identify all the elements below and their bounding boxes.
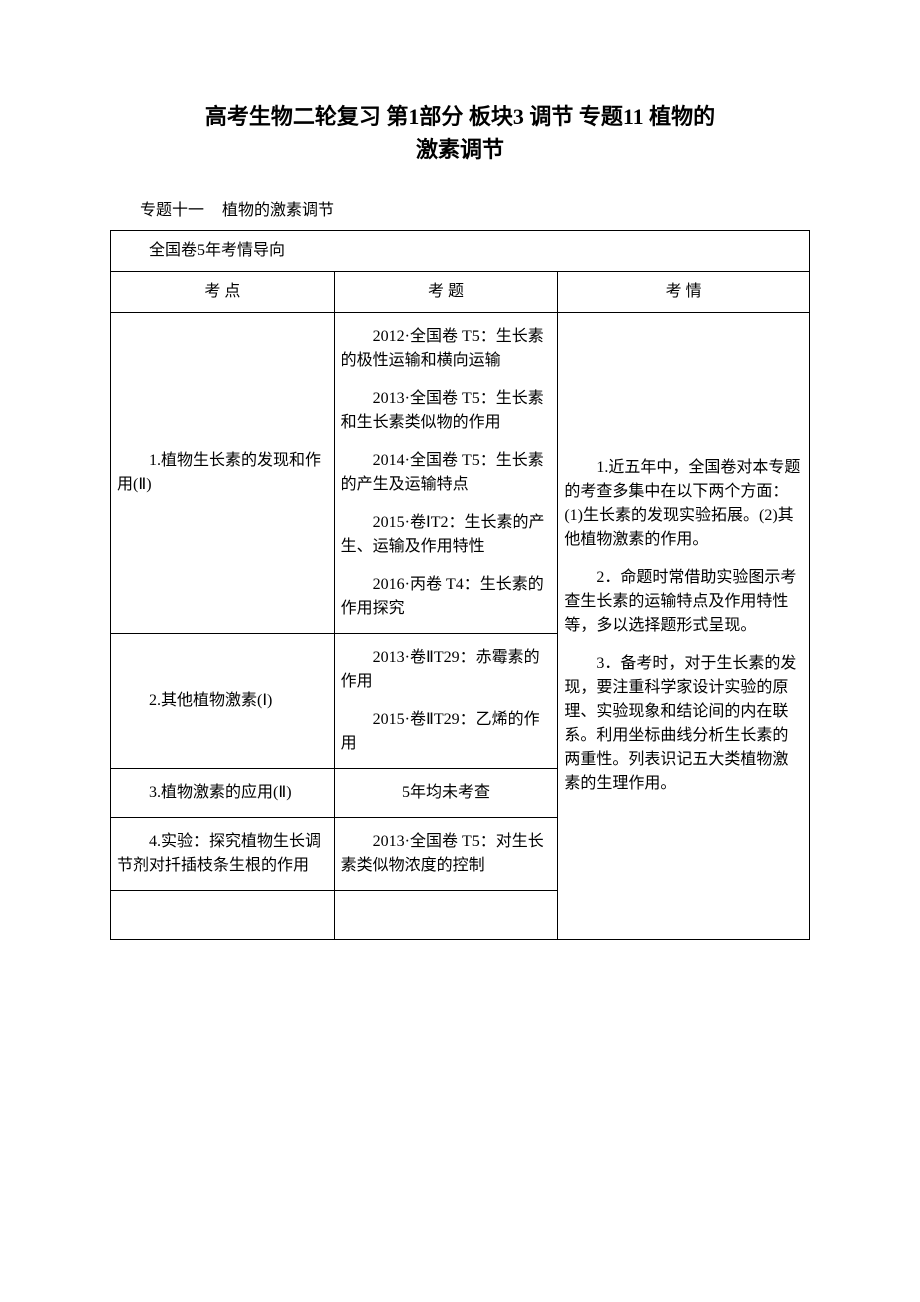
column-header-3: 考 情: [558, 272, 810, 313]
topic-text-4: 4.实验：探究植物生长调节剂对扦插枝条生根的作用: [117, 830, 328, 878]
page-title: 高考生物二轮复习 第1部分 板块3 调节 专题11 植物的 激素调节: [110, 100, 810, 166]
subtitle: 专题十一 植物的激素调节: [140, 196, 810, 220]
subtitle-prefix: 专题十一: [140, 202, 204, 219]
item-text: 2013·全国卷 T5：生长素和生长素类似物的作用: [341, 387, 552, 435]
item-text: 2013·全国卷 T5：对生长素类似物浓度的控制: [341, 830, 552, 878]
items-cell-1: 2012·全国卷 T5：生长素的极性运输和横向运输 2013·全国卷 T5：生长…: [334, 313, 558, 634]
items-cell-2: 2013·卷ⅡT29：赤霉素的作用 2015·卷ⅡT29：乙烯的作用: [334, 634, 558, 769]
topic-cell-3: 3.植物激素的应用(Ⅱ): [111, 769, 335, 818]
item-text: 2012·全国卷 T5：生长素的极性运输和横向运输: [341, 325, 552, 373]
table-header-merged: 全国卷5年考情导向: [111, 231, 810, 272]
topic-cell-2: 2.其他植物激素(Ⅰ): [111, 634, 335, 769]
empty-cell-2: [334, 891, 558, 940]
column-header-2: 考 题: [334, 272, 558, 313]
kaoqing-text-1: 1.近五年中，全国卷对本专题的考查多集中在以下两个方面：(1)生长素的发现实验拓…: [564, 456, 803, 552]
exam-table: 全国卷5年考情导向 考 点 考 题 考 情 1.植物生长素的发现和作用(Ⅱ) 2…: [110, 230, 810, 940]
title-line-2: 激素调节: [416, 137, 504, 162]
empty-cell-1: [111, 891, 335, 940]
kaoqing-cell: 1.近五年中，全国卷对本专题的考查多集中在以下两个方面：(1)生长素的发现实验拓…: [558, 313, 810, 940]
topic-text-2: 2.其他植物激素(Ⅰ): [117, 689, 328, 713]
items-cell-3: 5年均未考查: [334, 769, 558, 818]
item-text: 2014·全国卷 T5：生长素的产生及运输特点: [341, 449, 552, 497]
items-cell-4: 2013·全国卷 T5：对生长素类似物浓度的控制: [334, 818, 558, 891]
item-text: 2013·卷ⅡT29：赤霉素的作用: [341, 646, 552, 694]
table-column-row: 考 点 考 题 考 情: [111, 272, 810, 313]
kaoqing-text-3: 3．备考时，对于生长素的发现，要注重科学家设计实验的原理、实验现象和结论间的内在…: [564, 652, 803, 796]
topic-text-3: 3.植物激素的应用(Ⅱ): [117, 781, 328, 805]
topic-text-1: 1.植物生长素的发现和作用(Ⅱ): [117, 449, 328, 497]
column-header-1: 考 点: [111, 272, 335, 313]
item-text: 2015·卷ⅡT29：乙烯的作用: [341, 708, 552, 756]
table-header-row: 全国卷5年考情导向: [111, 231, 810, 272]
item-text: 2015·卷ⅠT2：生长素的产生、运输及作用特性: [341, 511, 552, 559]
title-line-1: 高考生物二轮复习 第1部分 板块3 调节 专题11 植物的: [205, 104, 715, 129]
subtitle-text: 植物的激素调节: [222, 202, 334, 219]
table-row: 1.植物生长素的发现和作用(Ⅱ) 2012·全国卷 T5：生长素的极性运输和横向…: [111, 313, 810, 634]
item-text: 2016·丙卷 T4：生长素的作用探究: [341, 573, 552, 621]
kaoqing-text-2: 2．命题时常借助实验图示考查生长素的运输特点及作用特性等，多以选择题形式呈现。: [564, 566, 803, 638]
topic-cell-4: 4.实验：探究植物生长调节剂对扦插枝条生根的作用: [111, 818, 335, 891]
topic-cell-1: 1.植物生长素的发现和作用(Ⅱ): [111, 313, 335, 634]
